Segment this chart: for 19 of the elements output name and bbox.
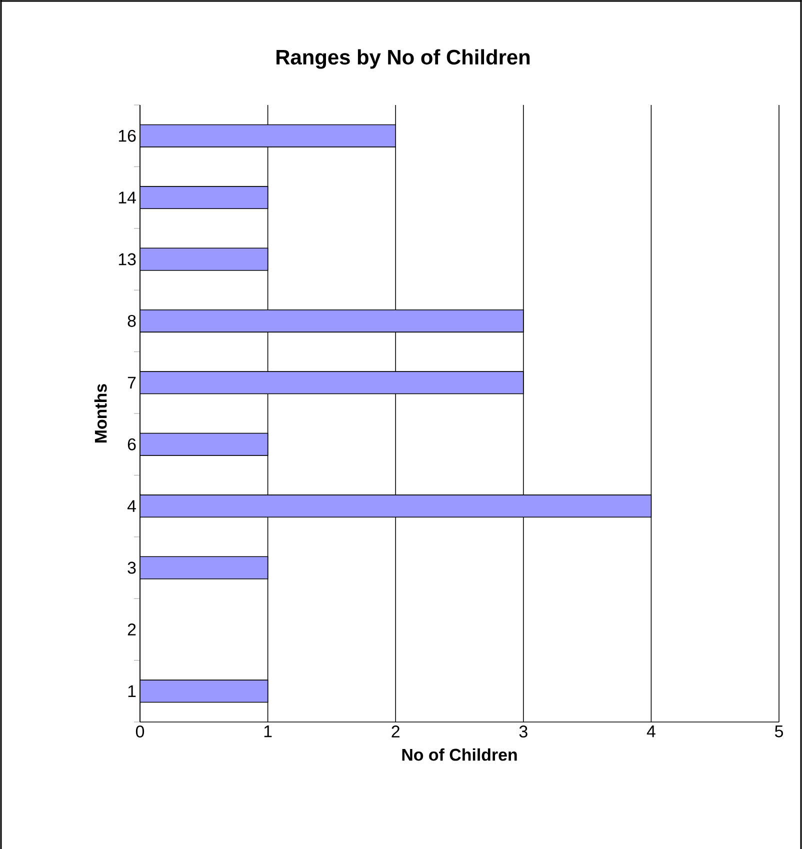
y-tick-label: 7 bbox=[128, 376, 136, 388]
x-tick-label: 0 bbox=[136, 726, 144, 738]
y-axis-title: Months bbox=[94, 384, 107, 442]
y-tick-label: 3 bbox=[128, 562, 136, 574]
y-tick-label: 14 bbox=[118, 192, 136, 204]
y-tick-label: 1 bbox=[128, 685, 136, 697]
y-tick-label: 16 bbox=[118, 130, 136, 142]
x-tick-label: 2 bbox=[392, 726, 400, 738]
x-tick-label: 5 bbox=[774, 726, 783, 738]
x-tick-label: 1 bbox=[264, 726, 272, 738]
chart-title: Ranges by No of Children bbox=[276, 49, 530, 69]
y-tick-label: 4 bbox=[127, 500, 136, 512]
y-tick-label: 2 bbox=[128, 624, 136, 636]
y-tick-label: 6 bbox=[128, 438, 136, 450]
x-tick-label: 3 bbox=[519, 726, 528, 738]
y-tick-label: 8 bbox=[128, 314, 136, 327]
y-tick-label: 13 bbox=[118, 253, 136, 266]
x-axis-title: No of Children bbox=[402, 748, 517, 761]
x-tick-label: 4 bbox=[646, 726, 656, 738]
